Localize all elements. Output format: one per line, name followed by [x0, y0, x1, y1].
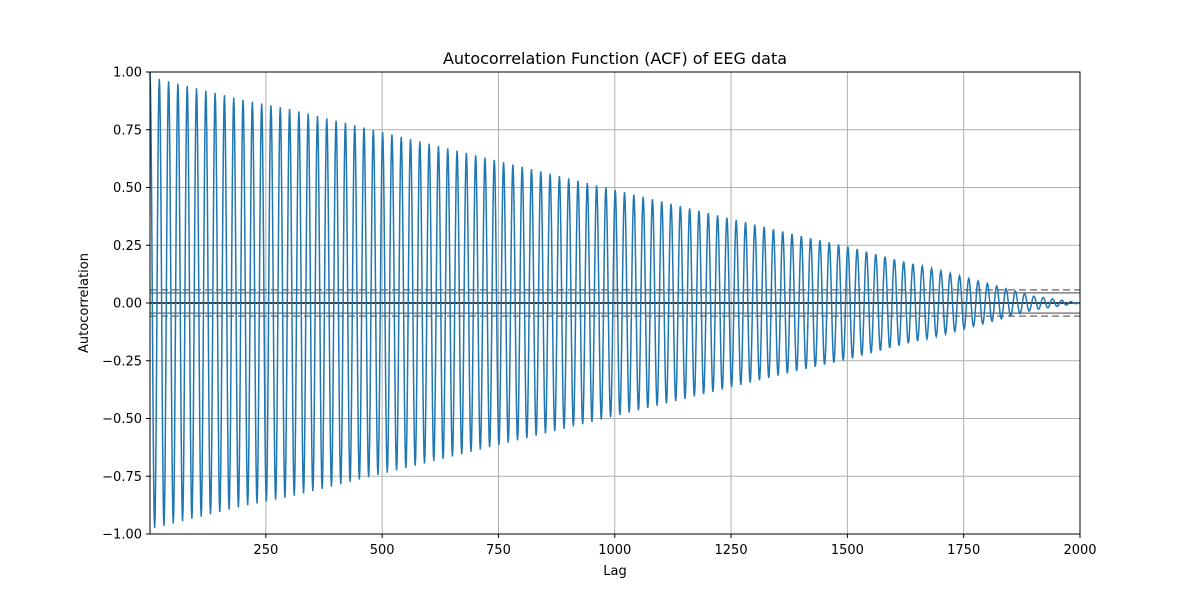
- x-tick-label: 1250: [715, 543, 748, 558]
- y-tick-label: 0.00: [113, 297, 142, 312]
- x-tick-label: 1000: [598, 543, 631, 558]
- plot-area: 250 500 750 1000 1250 1500 1750 2000 −1.00 −0.75…: [102, 66, 1096, 559]
- x-tick-label: 500: [370, 543, 395, 558]
- acf-line: [149, 71, 1081, 529]
- reference-lines: [150, 289, 1080, 317]
- x-tick-label: 1500: [831, 543, 864, 558]
- x-tick-label: 2000: [1063, 543, 1096, 558]
- x-tick-label: 750: [486, 543, 511, 558]
- x-tick-label: 1750: [947, 543, 980, 558]
- y-ticks: −1.00 −0.75 −0.50 −0.25 0.00 0.25 0.50 0.75 1.00: [102, 66, 150, 543]
- y-tick-label: 1.00: [113, 66, 142, 81]
- x-tick-label: 250: [253, 543, 278, 558]
- y-tick-label: −1.00: [102, 528, 142, 543]
- x-axis-label: Lag: [603, 564, 626, 579]
- chart-title: Autocorrelation Function (ACF) of EEG da…: [443, 49, 787, 68]
- y-tick-label: 0.50: [113, 181, 142, 196]
- y-tick-label: −0.75: [102, 470, 142, 485]
- x-ticks: 250 500 750 1000 1250 1500 1750 2000: [253, 534, 1097, 558]
- y-axis-label: Autocorrelation: [77, 253, 92, 353]
- y-tick-label: 0.75: [113, 123, 142, 138]
- acf-series: [149, 71, 1081, 529]
- y-tick-label: −0.50: [102, 412, 142, 427]
- y-tick-label: 0.25: [113, 239, 142, 254]
- y-tick-label: −0.25: [102, 354, 142, 369]
